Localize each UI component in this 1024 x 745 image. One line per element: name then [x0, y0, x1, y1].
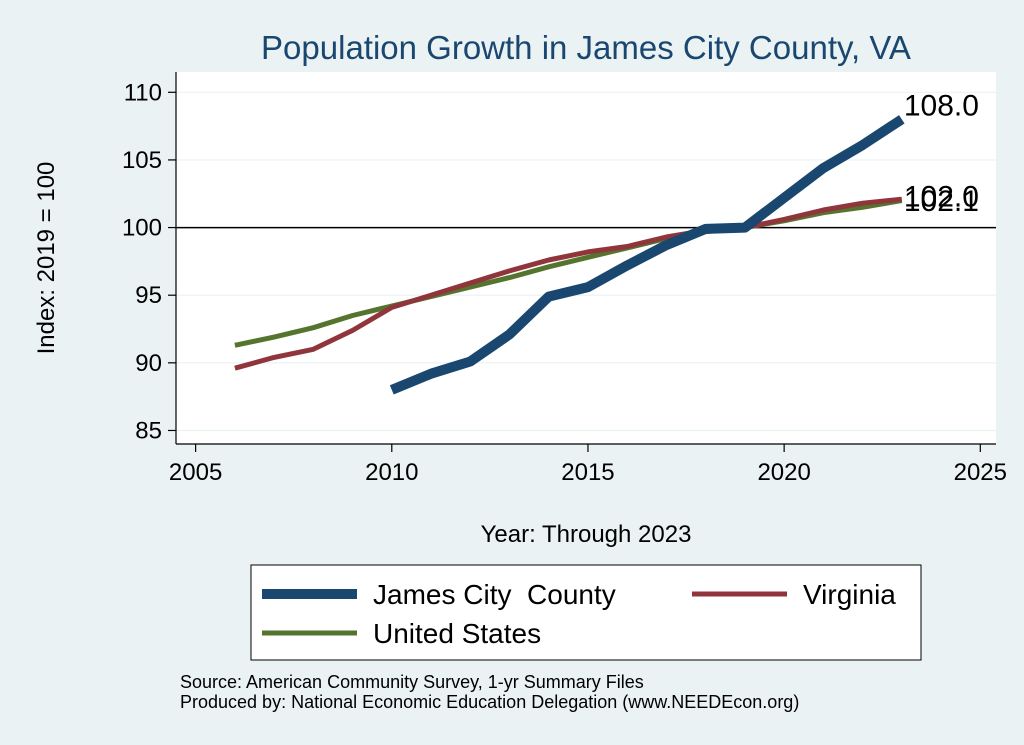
y-tick-label-100: 100 [122, 215, 162, 242]
legend-box [250, 564, 922, 661]
legend-label-virginia: Virginia [803, 579, 896, 610]
end-label-james-city-county: 108.0 [904, 89, 979, 122]
end-label-united-states: 102.0 [904, 181, 979, 214]
x-tick-label-2025: 2025 [954, 459, 1007, 486]
series-lines [234, 115, 905, 395]
x-tick-label-2010: 2010 [365, 459, 418, 486]
x-tick-label-2020: 2020 [757, 459, 810, 486]
series-line-virginia [234, 196, 903, 371]
y-tick-label-85: 85 [135, 417, 162, 444]
x-tick-label-2015: 2015 [561, 459, 614, 486]
y-tick-label-90: 90 [135, 350, 162, 377]
x-tick-label-2005: 2005 [169, 459, 222, 486]
end-label-virginia: 102.1 [904, 185, 979, 218]
source-note: Source: American Community Survey, 1-yr … [180, 672, 644, 692]
y-tick-label-105: 105 [122, 147, 162, 174]
x-axis-title: Year: Through 2023 [481, 521, 692, 548]
producer-note: Produced by: National Economic Education… [180, 692, 799, 712]
legend-label-united-states: United States [373, 618, 541, 649]
x-axis-ticks: 2005 2010 2015 2020 2025 [169, 444, 1007, 486]
legend: James City County Virginia United States [250, 564, 922, 661]
legend-label-james-city-county: James City County [373, 579, 616, 610]
y-tick-label-110: 110 [124, 79, 162, 106]
y-tick-label-95: 95 [135, 282, 162, 309]
y-axis-ticks: 85 90 95 100 105 110 [122, 79, 176, 444]
chart-title: Population Growth in James City County, … [261, 29, 911, 66]
series-line-james-city-county [389, 115, 905, 395]
y-axis-title: Index: 2019 = 100 [33, 162, 60, 355]
